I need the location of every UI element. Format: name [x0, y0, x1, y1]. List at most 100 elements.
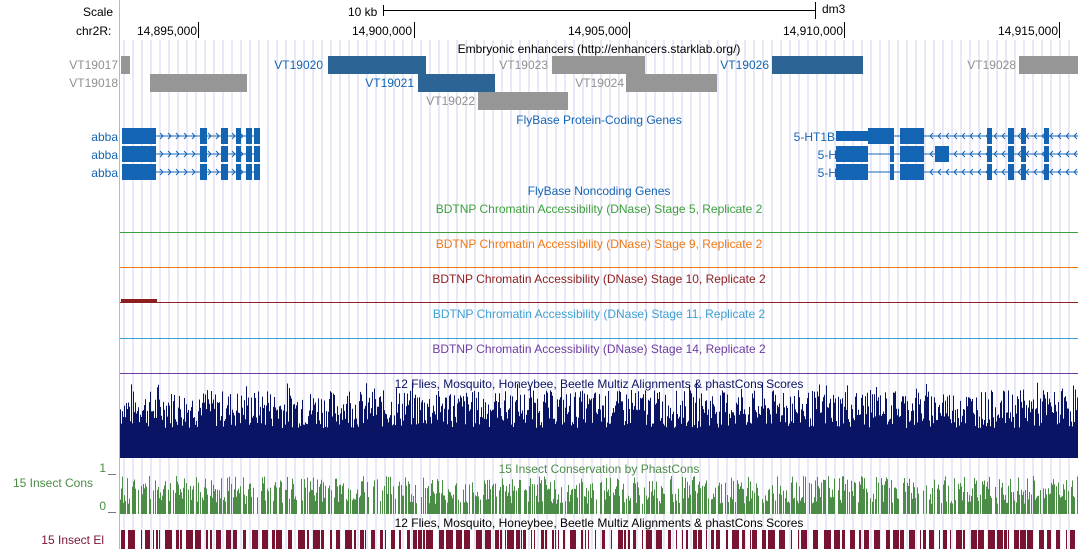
noncoding-track-title[interactable]: FlyBase Noncoding Genes	[527, 184, 671, 198]
gene-exon	[890, 146, 894, 162]
conserved-element	[1008, 530, 1009, 549]
conserved-element	[929, 530, 934, 549]
conserved-element	[385, 530, 386, 549]
enhancer-feature[interactable]	[772, 56, 863, 74]
enhancer-feature[interactable]	[418, 74, 495, 92]
enhancer-feature[interactable]	[552, 56, 645, 74]
multiz-track-title[interactable]: 12 Flies, Mosquito, Honeybee, Beetle Mul…	[394, 377, 804, 391]
feature-label[interactable]: VT19017	[69, 58, 118, 72]
feature-label[interactable]: VT19028	[967, 58, 1016, 72]
conserved-element	[950, 530, 951, 549]
conserved-element	[1070, 530, 1075, 549]
strand-arrow	[937, 168, 942, 176]
enhancer-feature[interactable]	[150, 74, 247, 92]
enhancer-feature[interactable]	[1019, 56, 1078, 74]
gene-utr	[254, 150, 260, 158]
conserved-element	[588, 530, 589, 549]
phastcons-y-max: 1	[99, 461, 106, 475]
enhancer-feature[interactable]	[328, 56, 426, 74]
conserved-element	[563, 530, 565, 549]
enhancer-feature[interactable]	[121, 56, 130, 74]
strand-arrow	[1057, 168, 1062, 176]
multiz-wiggle	[120, 382, 1078, 458]
gene-exon	[1044, 164, 1049, 180]
gene-exon	[890, 164, 894, 180]
feature-label[interactable]: VT19020	[274, 58, 323, 72]
strand-arrow	[159, 168, 164, 176]
strand-arrow	[1049, 132, 1054, 140]
gene-exon	[200, 164, 207, 180]
conserved-element	[243, 530, 246, 549]
enhancer-track-title[interactable]: Embryonic enhancers (http://enhancers.st…	[457, 42, 741, 56]
gene-exon	[987, 164, 992, 180]
gene-exon	[122, 164, 156, 180]
feature-label[interactable]: VT19021	[365, 76, 414, 90]
conserved-element	[698, 530, 702, 549]
strand-arrow	[937, 132, 942, 140]
conserved-element	[545, 530, 547, 549]
feature-label[interactable]: VT19022	[426, 94, 475, 108]
strand-arrow	[215, 150, 220, 158]
dnase-track-title[interactable]: BDTNP Chromatin Accessibility (DNase) St…	[435, 237, 763, 251]
gene-exon	[246, 128, 252, 144]
phastcons-track-title[interactable]: 15 Insect Conservation by PhastCons	[498, 462, 700, 476]
gene-exon	[1008, 146, 1014, 162]
gene-label[interactable]: abba	[91, 130, 118, 144]
conserved-element	[439, 530, 444, 549]
strand-arrow	[1065, 168, 1070, 176]
feature-label[interactable]: VT19026	[720, 58, 769, 72]
conserved-element	[156, 530, 158, 549]
strand-arrow	[175, 150, 180, 158]
strand-arrow	[1049, 168, 1054, 176]
conserved-element	[801, 530, 807, 549]
strand-arrow	[1065, 132, 1070, 140]
strand-arrow	[1049, 150, 1054, 158]
strand-arrow	[167, 150, 172, 158]
conserved-element	[676, 530, 677, 549]
strand-arrow	[191, 168, 196, 176]
conserved-element	[909, 530, 915, 549]
conserved-element	[541, 530, 544, 549]
gene-exon	[221, 146, 228, 162]
conserved-element	[798, 530, 799, 549]
strand-arrow	[231, 168, 236, 176]
conserved-element	[330, 530, 332, 549]
elements-track-title[interactable]: 12 Flies, Mosquito, Honeybee, Beetle Mul…	[394, 516, 804, 530]
strand-arrow	[175, 168, 180, 176]
conserved-element	[893, 530, 899, 549]
dnase-track-title[interactable]: BDTNP Chromatin Accessibility (DNase) St…	[432, 342, 766, 356]
phastcons-wiggle	[120, 476, 1078, 514]
gene-exon	[236, 164, 241, 180]
feature-label[interactable]: VT19024	[575, 76, 624, 90]
strand-arrow	[977, 150, 982, 158]
dnase-track-title[interactable]: BDTNP Chromatin Accessibility (DNase) St…	[432, 307, 766, 321]
enhancer-feature[interactable]	[478, 92, 568, 110]
strand-arrow	[1057, 132, 1062, 140]
gene-label[interactable]: abba	[91, 166, 118, 180]
gene-exon	[221, 128, 228, 144]
conserved-element	[252, 530, 258, 549]
gene-label[interactable]: abba	[91, 148, 118, 162]
conserved-element	[507, 530, 514, 549]
strand-arrow	[1033, 168, 1038, 176]
elements-side-label[interactable]: 15 Insect El	[41, 533, 104, 547]
conserved-element	[628, 530, 630, 549]
enhancer-feature[interactable]	[626, 74, 717, 92]
protein-coding-track-title[interactable]: FlyBase Protein-Coding Genes	[516, 113, 682, 127]
conserved-element	[963, 530, 965, 549]
strand-arrow	[183, 132, 188, 140]
strand-arrow	[1033, 150, 1038, 158]
strand-arrow	[1073, 150, 1078, 158]
conserved-element	[716, 530, 720, 549]
feature-label[interactable]: VT19018	[69, 76, 118, 90]
conserved-element	[646, 530, 652, 549]
gene-label[interactable]: 5-HT1B	[793, 130, 835, 144]
phastcons-side-label[interactable]: 15 Insect Cons	[12, 476, 93, 490]
conserved-element	[813, 530, 818, 549]
feature-label[interactable]: VT19023	[499, 58, 548, 72]
dnase-track-title[interactable]: BDTNP Chromatin Accessibility (DNase) St…	[435, 202, 763, 216]
dnase-track-title[interactable]: BDTNP Chromatin Accessibility (DNase) St…	[432, 272, 766, 286]
conserved-element	[418, 530, 422, 549]
conserved-element	[552, 530, 554, 549]
